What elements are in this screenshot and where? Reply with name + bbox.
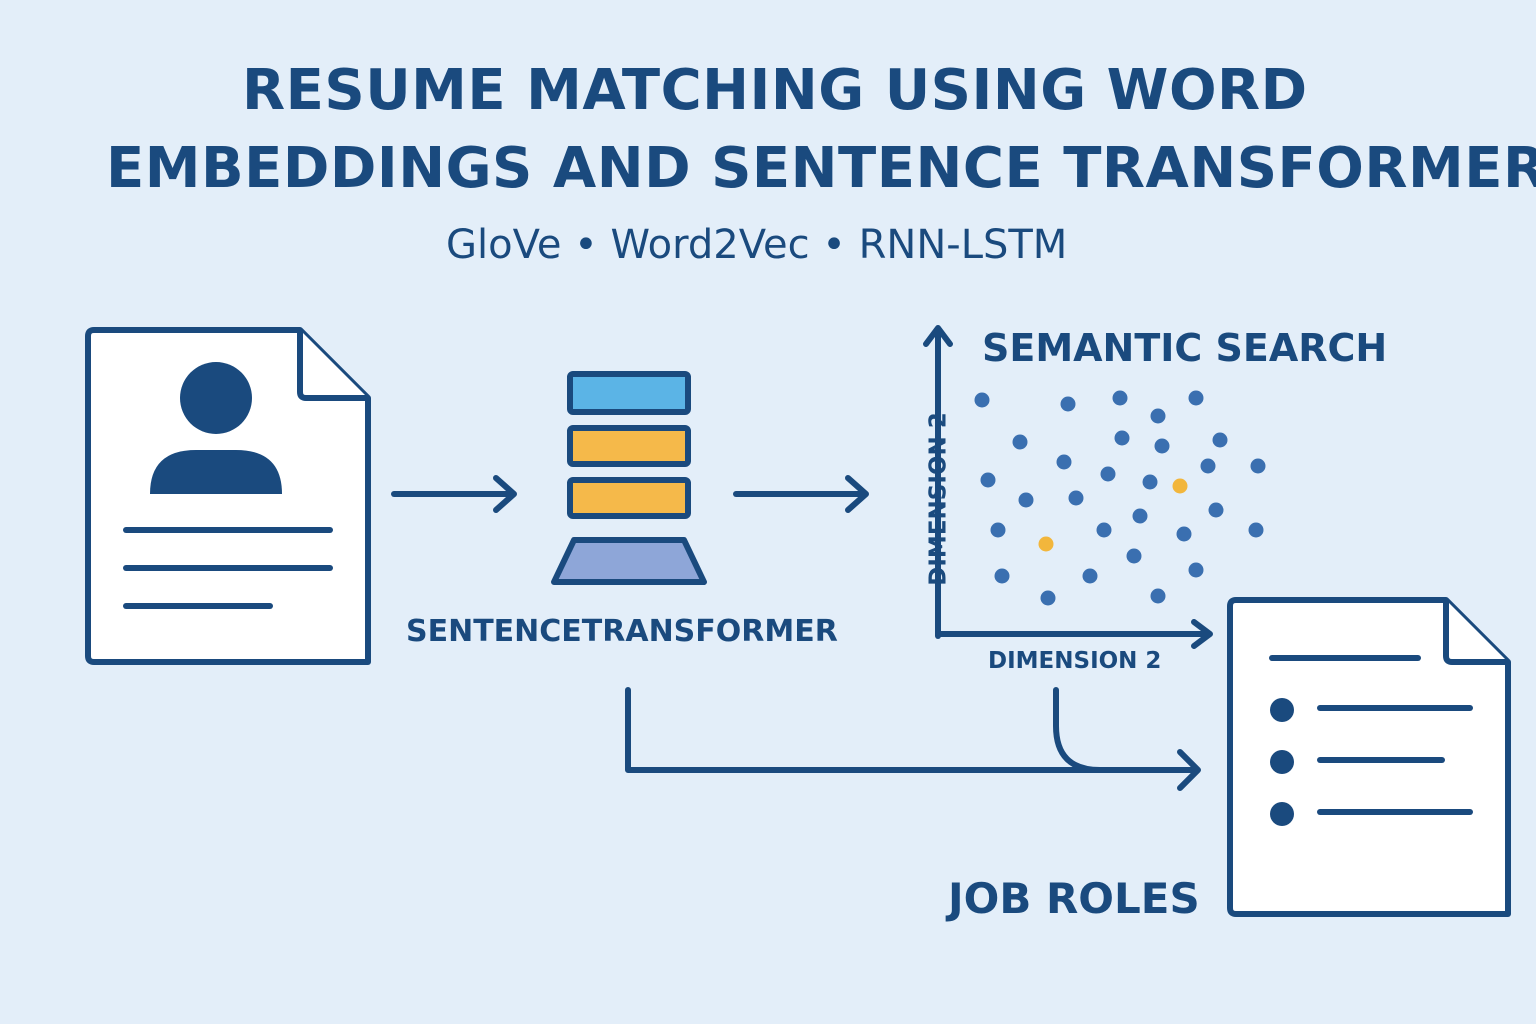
scatter-point: [1154, 438, 1170, 454]
scatter-point: [1126, 548, 1142, 564]
title-line-1: RESUME MATCHING USING WORD: [242, 58, 1308, 123]
scatter-point: [1150, 408, 1166, 424]
transformer-label: SENTENCETRANSFORMER: [406, 614, 838, 649]
y-axis-label: DIMENSION 2: [925, 412, 952, 586]
scatter-point: [1176, 526, 1192, 542]
job-roles-label: JOB ROLES: [948, 874, 1200, 923]
scatter-point: [1188, 562, 1204, 578]
semantic-search-label: SEMANTIC SEARCH: [982, 326, 1388, 370]
avatar-head: [180, 362, 252, 434]
layer-orange-1: [567, 425, 691, 467]
scatter-point: [1248, 522, 1264, 538]
model-stack-icon: [551, 371, 707, 585]
x-axis-label: DIMENSION 2: [988, 648, 1162, 674]
bullet-3: [1270, 802, 1294, 826]
bullet-2: [1270, 750, 1294, 774]
scatter-point: [1150, 588, 1166, 604]
scatter-point-highlight: [1038, 536, 1054, 552]
scatter-point: [1188, 390, 1204, 406]
scatter-axes: [923, 325, 1213, 649]
scatter-point: [1012, 434, 1028, 450]
scatter-point: [1096, 522, 1112, 538]
scatter-point: [1112, 390, 1128, 406]
arrow-transformer-to-search: [733, 475, 869, 513]
scatter-point: [1100, 466, 1116, 482]
job-list-document-icon: [1227, 597, 1511, 917]
scatter-point: [1082, 568, 1098, 584]
model-base: [551, 537, 707, 585]
subtitle: GloVe • Word2Vec • RNN-LSTM: [446, 222, 1068, 268]
scatter-point: [1250, 458, 1266, 474]
avatar-body: [150, 450, 282, 494]
arrow-resume-to-transformer: [391, 475, 517, 513]
scatter-point: [994, 568, 1010, 584]
scatter-point: [1060, 396, 1076, 412]
scatter-point: [1132, 508, 1148, 524]
connector-search-to-jobs: [1053, 687, 1103, 773]
scatter-point: [1142, 474, 1158, 490]
scatter-point: [1212, 432, 1228, 448]
scatter-point: [1208, 502, 1224, 518]
title-line-2: EMBEDDINGS AND SENTENCE TRANSFORMERS: [106, 136, 1536, 201]
connector-transformer-to-jobs: [625, 687, 1201, 791]
scatter-point: [1056, 454, 1072, 470]
scatter-point: [990, 522, 1006, 538]
scatter-point: [980, 472, 996, 488]
scatter-point: [974, 392, 990, 408]
scatter-point: [1200, 458, 1216, 474]
scatter-point: [1068, 490, 1084, 506]
resume-document-icon: [85, 327, 371, 665]
scatter-point: [1114, 430, 1130, 446]
scatter-point: [1018, 492, 1034, 508]
scatter-point-highlight: [1172, 478, 1188, 494]
layer-orange-2: [567, 477, 691, 519]
layer-blue: [567, 371, 691, 415]
scatter-points: [974, 390, 1266, 606]
scatter-point: [1040, 590, 1056, 606]
bullet-1: [1270, 698, 1294, 722]
